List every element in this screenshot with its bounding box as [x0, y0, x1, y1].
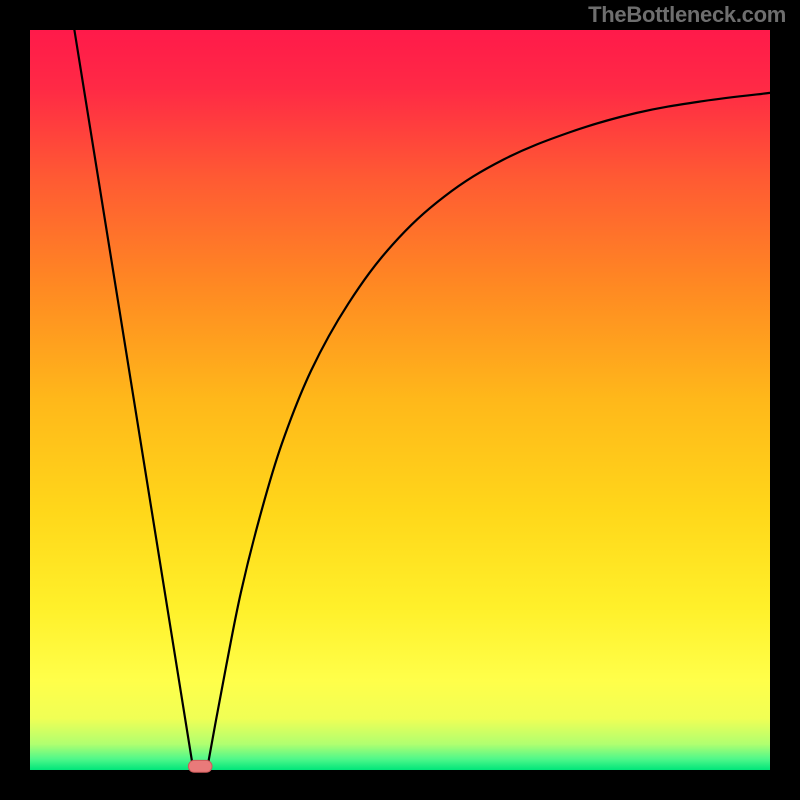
- chart-container: TheBottleneck.com: [0, 0, 800, 800]
- plot-svg: [0, 0, 800, 800]
- min-marker: [188, 760, 212, 772]
- watermark-text: TheBottleneck.com: [588, 2, 786, 28]
- plot-background: [30, 30, 770, 770]
